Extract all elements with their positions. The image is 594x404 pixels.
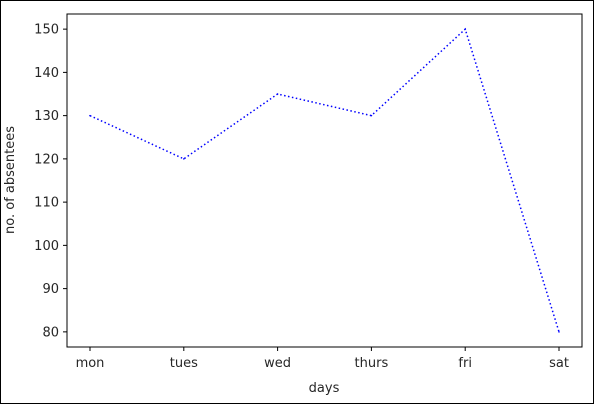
series-line xyxy=(89,27,560,333)
series-layer xyxy=(89,27,560,333)
x-axis-label: days xyxy=(309,381,340,396)
data-point xyxy=(464,28,467,30)
data-point xyxy=(89,114,91,117)
y-tick-label: 140 xyxy=(34,66,59,81)
y-tick-label: 110 xyxy=(34,196,59,211)
y-ticks: 80 90 100 110 120 130 140 150 xyxy=(34,23,67,340)
x-tick-label: tues xyxy=(170,356,198,371)
x-ticks: mon tues wed thurs fri sat xyxy=(76,347,569,371)
data-point xyxy=(183,158,185,160)
x-tick-label: mon xyxy=(76,356,105,371)
data-point xyxy=(558,331,560,333)
axes-box xyxy=(66,13,583,348)
data-point xyxy=(370,114,373,117)
plot-area: mon tues wed thurs fri sat 80 90 100 110 120 130 14… xyxy=(34,13,583,371)
y-tick-label: 80 xyxy=(42,325,59,340)
x-tick-label: fri xyxy=(458,356,472,371)
y-axis-label: no. of absentees xyxy=(3,126,18,234)
y-tick-label: 130 xyxy=(34,109,59,124)
y-tick-label: 150 xyxy=(34,23,59,38)
y-tick-label: 100 xyxy=(34,239,59,254)
x-tick-label: wed xyxy=(264,356,291,371)
data-point xyxy=(276,93,279,95)
y-tick-label: 90 xyxy=(42,282,59,297)
x-tick-label: thurs xyxy=(355,356,389,371)
x-tick-label: sat xyxy=(549,356,569,371)
y-tick-label: 120 xyxy=(34,152,59,167)
